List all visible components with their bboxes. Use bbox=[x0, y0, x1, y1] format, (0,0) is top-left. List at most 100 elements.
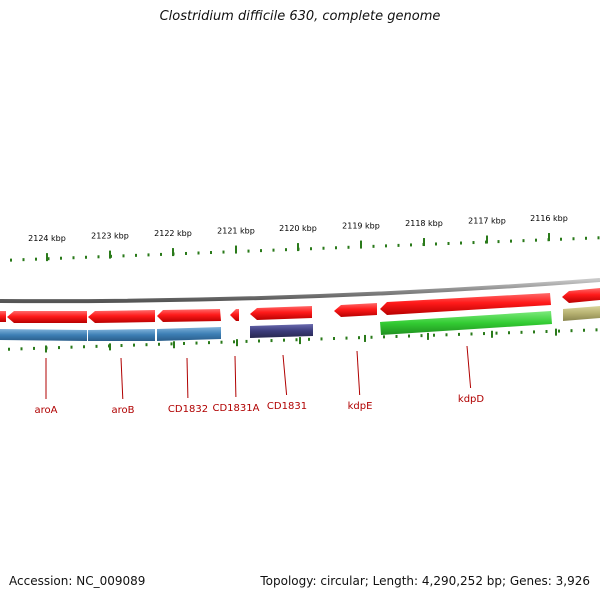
major-tick bbox=[486, 235, 488, 244]
minor-tick bbox=[245, 339, 248, 343]
major-tick bbox=[423, 238, 425, 247]
minor-tick bbox=[335, 246, 337, 250]
minor-tick bbox=[560, 237, 562, 241]
minor-tick bbox=[383, 335, 385, 339]
minor-tick bbox=[147, 253, 150, 257]
minor-tick bbox=[470, 332, 473, 336]
cds-arrow bbox=[334, 303, 377, 317]
minor-tick bbox=[447, 241, 450, 245]
minor-tick bbox=[495, 331, 498, 335]
minor-tick bbox=[222, 250, 225, 254]
major-tick bbox=[109, 250, 111, 259]
lower-minor-ticks bbox=[8, 328, 598, 353]
minor-tick bbox=[595, 328, 598, 332]
minor-tick bbox=[60, 256, 62, 260]
minor-tick bbox=[583, 328, 585, 332]
feature-block bbox=[250, 324, 313, 338]
minor-tick bbox=[320, 337, 323, 341]
minor-tick bbox=[220, 340, 223, 344]
minor-tick bbox=[445, 333, 448, 337]
minor-tick bbox=[522, 239, 525, 243]
minor-tick bbox=[33, 346, 35, 350]
minor-tick bbox=[133, 343, 135, 347]
minor-tick bbox=[372, 244, 375, 248]
minor-tick bbox=[97, 255, 100, 259]
minor-tick bbox=[10, 258, 12, 262]
minor-tick bbox=[283, 338, 285, 342]
minor-tick bbox=[347, 245, 350, 249]
minor-tick bbox=[8, 347, 10, 351]
minor-tick bbox=[483, 332, 485, 336]
minor-tick bbox=[170, 342, 173, 346]
tick-label: 2117 kbp bbox=[468, 217, 506, 226]
major-tick bbox=[364, 334, 366, 342]
major-tick bbox=[45, 345, 47, 353]
minor-tick bbox=[258, 339, 260, 343]
major-tick bbox=[299, 337, 301, 345]
minor-tick bbox=[508, 331, 510, 335]
gene-leader-line bbox=[282, 354, 288, 396]
minor-tick bbox=[272, 248, 275, 252]
minor-tick bbox=[397, 243, 400, 247]
minor-tick bbox=[385, 244, 387, 248]
tick-label: 2123 kbp bbox=[91, 232, 129, 241]
minor-tick bbox=[210, 251, 212, 255]
minor-tick bbox=[122, 254, 125, 258]
genome-backbone bbox=[0, 278, 600, 304]
minor-tick bbox=[370, 335, 373, 339]
minor-tick bbox=[197, 251, 200, 255]
minor-tick bbox=[597, 236, 600, 240]
gene-leader-line bbox=[356, 350, 361, 396]
minor-tick bbox=[260, 249, 262, 253]
cds-arrow bbox=[562, 288, 600, 303]
minor-tick bbox=[570, 329, 573, 333]
major-tick bbox=[427, 332, 429, 340]
minor-tick bbox=[85, 255, 87, 259]
minor-tick bbox=[572, 237, 575, 241]
major-tick bbox=[109, 343, 111, 351]
cds-arrow bbox=[157, 309, 221, 322]
minor-tick bbox=[395, 334, 398, 338]
accession-text: Accession: NC_009089 bbox=[9, 574, 146, 588]
minor-tick bbox=[95, 344, 98, 348]
cds-track bbox=[0, 288, 600, 323]
minor-tick bbox=[247, 249, 250, 253]
major-tick bbox=[297, 243, 299, 252]
minor-tick bbox=[345, 336, 348, 340]
minor-tick bbox=[145, 343, 148, 347]
tick-label: 2122 kbp bbox=[154, 229, 192, 238]
minor-tick bbox=[158, 342, 160, 346]
minor-tick bbox=[285, 248, 287, 252]
cds-arrow bbox=[7, 311, 87, 323]
tick-label: 2116 kbp bbox=[530, 214, 568, 223]
major-tick bbox=[235, 245, 237, 254]
minor-tick bbox=[585, 236, 587, 240]
gene-leader-line bbox=[120, 357, 124, 400]
minor-tick bbox=[533, 330, 535, 334]
minor-tick bbox=[433, 333, 435, 337]
minor-tick bbox=[472, 241, 475, 245]
minor-tick bbox=[558, 329, 560, 333]
cds-arrow bbox=[88, 310, 155, 323]
cds-arrow bbox=[230, 309, 239, 321]
gene-leader-line bbox=[466, 345, 472, 389]
minor-tick bbox=[47, 257, 50, 261]
minor-tick bbox=[333, 337, 335, 341]
minor-tick bbox=[322, 246, 325, 250]
major-tick bbox=[172, 248, 174, 257]
gene-labels: aroA aroB CD1832 CD1831A CD1831 kdpE kdpD bbox=[35, 345, 484, 416]
major-tick bbox=[236, 339, 238, 347]
cds-arrow bbox=[0, 311, 6, 322]
major-tick bbox=[360, 240, 362, 249]
gene-label: kdpE bbox=[348, 401, 373, 412]
minor-tick bbox=[497, 240, 500, 244]
feature-block bbox=[380, 311, 552, 335]
major-tick bbox=[173, 341, 175, 349]
minor-tick bbox=[458, 332, 460, 336]
minor-tick bbox=[460, 241, 462, 245]
minor-tick bbox=[233, 340, 235, 344]
cds-arrow bbox=[380, 293, 551, 315]
minor-tick bbox=[420, 334, 423, 338]
feature-block bbox=[88, 329, 155, 341]
